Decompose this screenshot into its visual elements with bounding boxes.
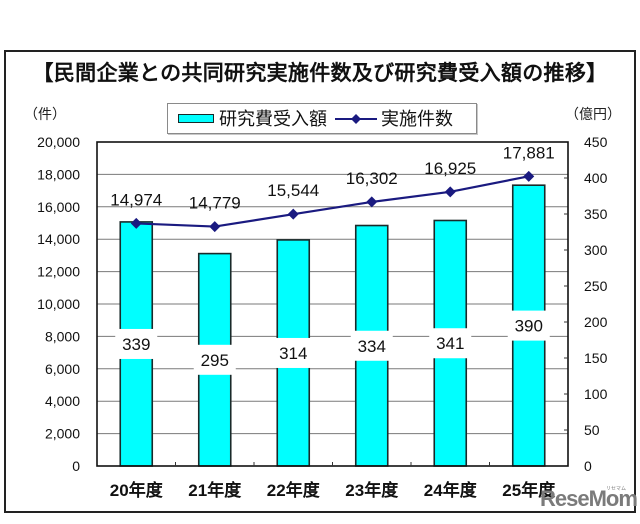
diamond-marker-icon [444,186,456,198]
x-axis-category-label: 24年度 [424,480,478,500]
x-axis: 20年度 21年度 22年度 23年度 24年度 25年度 [110,462,556,500]
diamond-marker-icon [366,196,378,208]
bar-data-label: 339 [115,328,158,359]
bar-series [119,184,546,467]
right-axis-tick-label: 300 [584,242,608,258]
legend-line-label: 実施件数 [381,108,453,129]
legend-bar-label: 研究費受入額 [219,108,327,129]
diamond-marker-icon [287,208,299,220]
right-axis-unit-label: （億円） [565,106,621,122]
right-axis: 0 50 100 150 200 250 300 350 400 450 [564,134,608,474]
left-axis-tick-label: 18,000 [37,166,80,182]
gridlines [97,173,568,435]
diamond-marker-icon [523,170,535,182]
line-value-label: 14,974 [110,190,162,209]
left-axis-unit-label: （件） [24,106,66,122]
bar-value-label: 339 [122,335,150,354]
bar-value-label: 341 [436,334,464,353]
line-value-label: 16,302 [346,169,398,188]
x-axis-category-label: 23年度 [345,480,399,500]
bar-data-label: 341 [429,328,472,359]
watermark-kana: リセマム [606,486,627,492]
bar-label-background [350,330,393,361]
right-axis-tick-label: 350 [584,206,608,222]
x-axis-category-label: 22年度 [267,480,321,500]
right-axis-tick-label: 400 [584,170,608,186]
left-axis: 0 2,000 4,000 6,000 8,000 10,000 12,000 14,000 1… [37,134,80,474]
bar-value-label: 314 [279,344,307,363]
bar-label-background [193,344,236,375]
bar-data-label: 314 [272,337,315,368]
line-value-label: 17,881 [503,143,555,162]
left-axis-tick-label: 16,000 [37,199,80,215]
left-axis-tick-label: 4,000 [45,393,80,409]
line-series-diamond-icon [335,113,377,124]
right-axis-tick-label: 250 [584,278,608,294]
right-axis-tick-label: 200 [584,314,608,330]
bar-value-label: 390 [515,317,543,336]
bar-value-label: 334 [358,337,386,356]
right-axis-tick-label: 450 [584,134,608,150]
watermark-logo: ReseMom [540,486,638,511]
left-axis-tick-label: 6,000 [45,361,80,377]
line-value-label: 15,544 [267,181,319,200]
bar-data-labels: 339 295 314 334 341 390 [115,310,550,375]
chart-legend: 研究費受入額 実施件数 [167,103,477,134]
bar-series-swatch-icon [178,114,214,123]
bar-label-background [429,328,472,359]
left-axis-tick-label: 2,000 [45,426,80,442]
right-axis-tick-label: 50 [584,422,600,438]
bar-value-label: 295 [201,351,229,370]
line-value-label: 14,779 [189,194,241,213]
right-axis-tick-label: 150 [584,350,608,366]
bar-label-background [507,310,550,341]
left-axis-tick-label: 10,000 [37,296,80,312]
left-axis-tick-label: 20,000 [37,134,80,150]
chart-title: 【民間企業との共同研究実施件数及び研究費受入額の推移】 [32,62,608,85]
line-series: 14,974 14,779 15,544 16,302 16,925 17,881 [110,143,555,233]
left-axis-tick-label: 12,000 [37,264,80,280]
x-axis-category-label: 20年度 [110,480,164,500]
left-axis-tick-label: 8,000 [45,328,80,344]
diamond-marker-icon [209,221,221,233]
x-axis-category-label: 21年度 [188,480,242,500]
right-axis-tick-label: 0 [584,458,592,474]
left-axis-tick-label: 14,000 [37,231,80,247]
line-path [136,175,529,228]
bar-label-background [115,328,158,359]
left-axis-tick-label: 0 [72,458,80,474]
line-value-label: 16,925 [424,159,476,178]
x-axis-category-label: 25年度 [502,480,556,500]
right-axis-tick-label: 100 [584,386,608,402]
diamond-marker-icon [130,217,142,229]
bar-data-label: 334 [350,330,393,361]
bar-label-background [272,337,315,368]
bar-data-label: 390 [507,310,550,341]
bar-data-label: 295 [193,344,236,375]
